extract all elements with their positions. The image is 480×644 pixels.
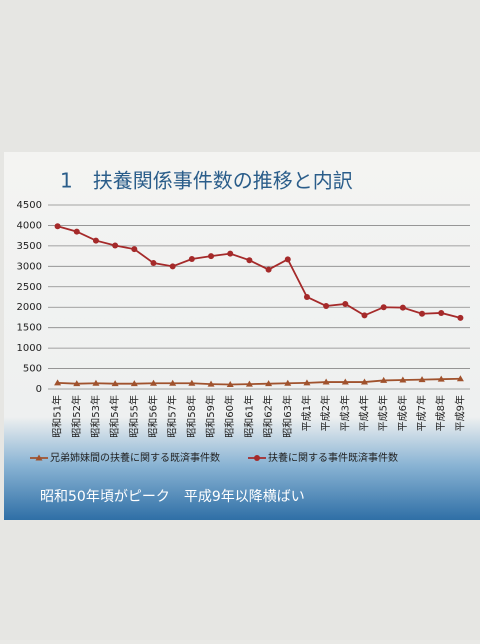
point: [112, 242, 119, 249]
point: [438, 309, 445, 316]
x-tick-label: 平成1年: [300, 395, 313, 431]
point: [380, 304, 387, 311]
x-tick-label: 平成6年: [396, 395, 409, 431]
y-tick-label: 2000: [17, 302, 42, 313]
point: [111, 380, 119, 387]
x-tick-label: 平成3年: [338, 395, 351, 431]
point: [208, 253, 215, 260]
point: [54, 223, 61, 230]
point: [188, 255, 195, 262]
point: [227, 250, 234, 257]
y-tick-label: 1000: [17, 343, 42, 354]
x-tick-label: 昭和63年: [281, 395, 294, 438]
point: [322, 378, 330, 385]
point: [73, 228, 80, 235]
chart-title: 1 扶養関係事件数の推移と内訳: [60, 169, 353, 193]
point: [265, 266, 272, 273]
point: [54, 379, 62, 386]
x-tick-label: 昭和52年: [70, 395, 83, 438]
point: [399, 304, 406, 311]
point: [246, 257, 253, 264]
point: [418, 376, 426, 383]
x-tick-label: 昭和53年: [89, 395, 102, 438]
x-tick-label: 昭和57年: [166, 395, 179, 438]
point: [169, 263, 176, 270]
point: [207, 380, 215, 387]
x-tick-label: 平成5年: [377, 395, 390, 431]
x-tick-label: 昭和51年: [51, 395, 64, 438]
point: [323, 302, 330, 309]
series-line: [57, 377, 461, 386]
point: [73, 380, 81, 387]
point: [150, 379, 157, 386]
x-tick-label: 昭和61年: [242, 395, 255, 438]
point: [419, 310, 426, 317]
point: [303, 379, 311, 386]
y-tick-label: 4000: [17, 220, 42, 231]
legend-label: 扶養に関する事件既済事件数: [268, 451, 398, 464]
y-tick-label: 3500: [17, 241, 42, 252]
point: [130, 380, 138, 387]
point: [342, 300, 349, 307]
y-tick-label: 0: [36, 384, 42, 395]
x-tick-label: 平成7年: [415, 395, 428, 431]
point: [169, 379, 177, 386]
y-tick-label: 1500: [17, 323, 42, 334]
point: [284, 256, 291, 263]
caption: 昭和50年頃がピーク 平成9年以降横ばい: [40, 489, 305, 505]
point: [457, 314, 464, 321]
y-tick-label: 4500: [17, 200, 42, 211]
x-tick-label: 平成9年: [453, 395, 466, 431]
point: [92, 237, 99, 244]
legend-marker: [35, 454, 43, 461]
legend-label: 兄弟姉妹間の扶養に関する既済事件数: [50, 451, 220, 464]
point: [245, 380, 253, 387]
point: [131, 246, 138, 253]
point: [92, 379, 100, 386]
point: [361, 378, 368, 385]
point: [226, 381, 234, 388]
x-tick-label: 昭和59年: [204, 395, 217, 438]
x-tick-label: 平成2年: [319, 395, 332, 431]
x-tick-label: 昭和54年: [108, 395, 121, 438]
point: [437, 375, 445, 382]
x-tick-label: 昭和56年: [147, 395, 160, 438]
point: [399, 376, 407, 383]
x-tick-label: 昭和55年: [127, 395, 140, 438]
x-tick-label: 昭和58年: [185, 395, 198, 438]
y-tick-label: 3000: [17, 261, 42, 272]
point: [303, 294, 310, 300]
x-tick-label: 平成4年: [358, 395, 371, 431]
legend-marker: [254, 455, 260, 461]
y-tick-label: 500: [23, 364, 42, 375]
x-tick-label: 昭和60年: [223, 395, 236, 438]
point: [188, 379, 196, 386]
x-tick-label: 昭和62年: [262, 395, 275, 438]
point: [380, 376, 388, 383]
point: [361, 312, 368, 319]
point: [341, 378, 349, 385]
x-tick-label: 平成8年: [434, 395, 447, 431]
point: [456, 375, 464, 382]
series-line: [57, 225, 461, 319]
point: [150, 260, 157, 267]
point: [284, 379, 292, 386]
slide: [4, 152, 480, 520]
point: [265, 380, 273, 387]
y-tick-label: 2500: [17, 282, 42, 293]
